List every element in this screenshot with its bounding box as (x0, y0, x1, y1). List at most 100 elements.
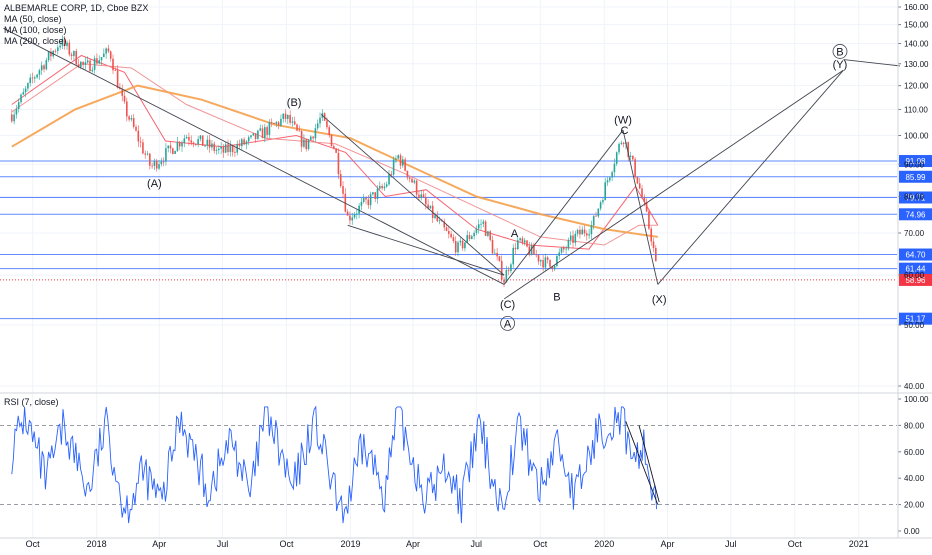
candle-body (190, 140, 193, 143)
candle-body (604, 182, 607, 201)
candle-body (383, 186, 386, 189)
candle-body (151, 165, 153, 167)
candle-body (280, 118, 282, 126)
candle-body (537, 255, 540, 262)
candle-body (528, 246, 531, 255)
rsi-tick-label: 40.00 (904, 474, 925, 483)
y-tick-label: 90.00 (904, 160, 925, 169)
candle-body (448, 231, 450, 234)
candle-body (24, 88, 27, 93)
candle-body (551, 266, 554, 270)
candle-body (172, 148, 174, 154)
candle-body (429, 205, 432, 209)
x-tick-label: Apr (661, 539, 675, 549)
candle-body (613, 163, 616, 173)
candle-body (185, 137, 188, 139)
candle-body (296, 124, 298, 131)
candle-body (519, 238, 521, 241)
candle-body (15, 109, 18, 115)
candle-body (459, 240, 462, 243)
candle-body (510, 264, 512, 272)
x-tick-label: Apr (152, 539, 166, 549)
level-price-label: 91.08 (905, 157, 926, 166)
candle-body (489, 231, 492, 240)
candle-body (266, 127, 268, 135)
candle-body (487, 231, 489, 236)
candle-body (59, 45, 61, 48)
candle-body (305, 139, 308, 149)
candle-body (408, 177, 411, 179)
wave-label: (Y) (833, 59, 848, 71)
candle-body (641, 188, 643, 199)
candle-body (17, 102, 20, 110)
candle-body (544, 257, 547, 268)
candle-body (648, 211, 650, 229)
candle-body (611, 172, 613, 178)
candle-body (66, 42, 68, 46)
candle-body (264, 127, 266, 139)
candle-body (385, 184, 388, 187)
candle-body (250, 135, 252, 138)
candle-body (438, 220, 441, 222)
candle-body (204, 145, 206, 147)
candle-body (473, 232, 475, 237)
candle-body (500, 260, 503, 280)
candle-body (20, 94, 22, 103)
candle-body (581, 229, 584, 235)
rsi-tick-label: 20.00 (904, 501, 925, 510)
trend-line (347, 224, 505, 276)
candle-body (75, 50, 78, 65)
candle-body (372, 192, 374, 195)
candle-body (241, 139, 243, 147)
wave-label: C (620, 125, 628, 137)
candle-body (475, 228, 478, 233)
candle-body (68, 42, 71, 55)
candle-body (234, 152, 236, 153)
wave-circle (832, 44, 848, 59)
candle-body (517, 240, 519, 250)
rsi-line (11, 405, 658, 524)
candle-body (227, 144, 229, 153)
candle-body (307, 139, 310, 149)
candle-body (351, 217, 354, 221)
candle-body (289, 114, 291, 123)
candle-body (404, 159, 406, 171)
rsi-legend[interactable]: RSI (7, close) (4, 397, 59, 407)
candle-body (162, 161, 165, 163)
candle-body (595, 215, 597, 217)
candle-body (620, 142, 623, 144)
candle-body (652, 241, 655, 248)
candle-body (11, 114, 13, 122)
candle-body (477, 224, 480, 229)
candle-body (464, 242, 466, 249)
level-price-tag (899, 262, 932, 275)
candle-body (618, 143, 620, 153)
x-tick-label: 2019 (340, 539, 360, 549)
candle-body (98, 60, 101, 64)
candle-body (238, 144, 241, 147)
wave-label: (B) (287, 97, 302, 109)
candle-body (576, 229, 579, 234)
candle-body (542, 260, 544, 268)
candle-body (43, 65, 45, 70)
candle-body (425, 196, 427, 205)
candle-body (77, 64, 80, 67)
candle-body (381, 185, 383, 189)
candle-body (153, 160, 156, 166)
study-ma100[interactable]: MA (100, close) (4, 25, 67, 35)
level-price-label: 74.96 (905, 210, 926, 219)
candle-body (213, 143, 216, 151)
candle-body (107, 48, 110, 52)
candle-body (195, 144, 197, 145)
study-ma50[interactable]: MA (50, close) (4, 14, 62, 24)
candle-body (273, 123, 275, 124)
candle-body (461, 240, 464, 249)
rsi-tick-label: 60.00 (904, 448, 925, 457)
study-ma200[interactable]: MA (200, close) (4, 36, 67, 46)
candle-body (119, 87, 121, 90)
candle-body (38, 70, 41, 75)
candle-body (540, 260, 542, 262)
level-price-label: 85.99 (905, 173, 926, 182)
